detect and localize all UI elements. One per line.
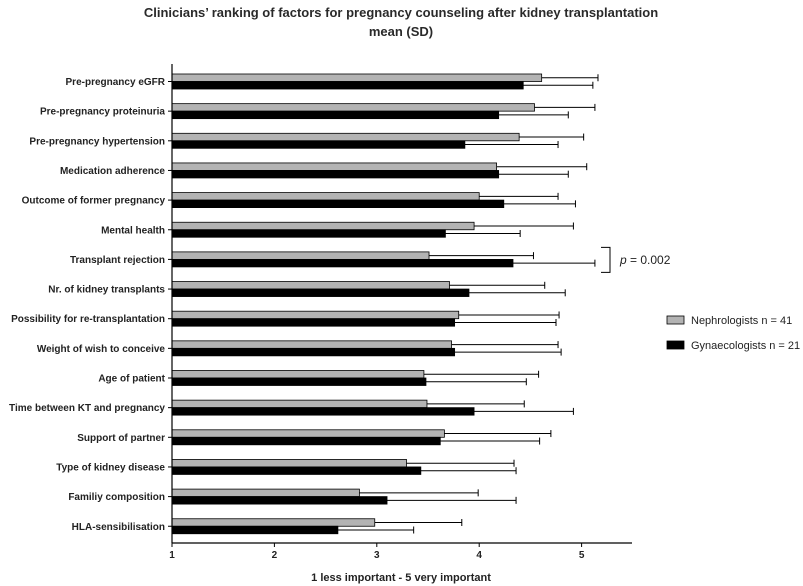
p-value-annotation: p = 0.002 — [619, 253, 671, 267]
bar-nephrologists — [171, 132, 520, 142]
category-label: Type of kidney disease — [56, 462, 165, 473]
chart-subtitle: mean (SD) — [369, 24, 433, 39]
bar-gynaecologists — [171, 377, 427, 386]
x-tick-label: 4 — [476, 550, 482, 561]
bar-nephrologists — [171, 399, 428, 409]
bar-gynaecologists — [171, 407, 475, 416]
chart-title: Clinicians’ ranking of factors for pregn… — [144, 5, 658, 20]
bar-nephrologists — [171, 459, 407, 468]
p-value-symbol: p — [619, 253, 627, 267]
legend: Nephrologists n = 41 Gynaecologists n = 2… — [666, 315, 800, 352]
bar-gynaecologists — [171, 170, 500, 179]
bar-gynaecologists — [171, 347, 456, 357]
p-value-text: = 0.002 — [627, 253, 671, 267]
bar-nephrologists — [171, 340, 452, 349]
bars-layer — [171, 73, 599, 535]
category-label: Transplant rejection — [70, 255, 165, 266]
category-label: Weight of wish to conceive — [37, 344, 166, 355]
legend-label: Nephrologists n = 41 — [691, 315, 792, 327]
category-label: Time between KT and pregnancy — [9, 403, 165, 414]
category-label: Possibility for re-transplantation — [11, 314, 165, 325]
bar-nephrologists — [171, 73, 543, 82]
bar-gynaecologists — [171, 258, 514, 268]
x-tick-label: 2 — [272, 550, 278, 561]
legend-swatch — [666, 315, 685, 325]
x-tick-label: 3 — [374, 550, 380, 561]
legend-label: Gynaecologists n = 21 — [691, 340, 800, 352]
legend-swatch — [666, 340, 685, 350]
category-label: Support of partner — [77, 433, 165, 444]
axes-layer: Pre-pregnancy eGFR Pre-pregnancy proteinu… — [9, 64, 632, 561]
category-label: Outcome of former pregnancy — [22, 196, 166, 207]
bar-nephrologists — [171, 162, 498, 171]
bar-nephrologists — [171, 103, 535, 112]
bar-nephrologists — [171, 488, 360, 498]
bar-gynaecologists — [171, 288, 470, 297]
bar-gynaecologists — [171, 110, 500, 120]
category-label: Pre-pregnancy hypertension — [29, 136, 165, 147]
bar-gynaecologists — [171, 525, 339, 535]
bar-gynaecologists — [171, 229, 446, 238]
bar-gynaecologists — [171, 140, 466, 149]
bar-nephrologists — [171, 370, 425, 379]
annotation-layer: p = 0.002 — [601, 246, 671, 273]
bar-gynaecologists — [171, 496, 388, 505]
significance-bracket — [601, 246, 611, 273]
bar-nephrologists — [171, 192, 480, 201]
x-tick-label: 1 — [169, 550, 175, 561]
bar-nephrologists — [171, 221, 475, 231]
bar-gynaecologists — [171, 318, 456, 327]
category-label: HLA-sensibilisation — [72, 522, 165, 533]
x-axis-label: 1 less important - 5 very important — [311, 572, 491, 584]
bar-nephrologists — [171, 429, 445, 438]
bar-nephrologists — [171, 281, 450, 290]
bar-gynaecologists — [171, 466, 422, 475]
bar-gynaecologists — [171, 199, 505, 209]
category-label: Pre-pregnancy proteinuria — [40, 107, 165, 118]
bar-nephrologists — [171, 251, 430, 260]
x-tick-label: 5 — [579, 550, 585, 561]
category-label: Pre-pregnancy eGFR — [66, 77, 166, 88]
category-label: Nr. of kidney transplants — [48, 285, 165, 296]
category-label: Age of patient — [98, 374, 165, 385]
bar-nephrologists — [171, 310, 460, 320]
bar-gynaecologists — [171, 436, 441, 446]
category-label: Mental health — [101, 225, 165, 236]
category-label: Medication adherence — [60, 166, 165, 177]
category-label: Familiy composition — [68, 492, 165, 503]
bar-gynaecologists — [171, 81, 524, 90]
bar-nephrologists — [171, 518, 376, 527]
